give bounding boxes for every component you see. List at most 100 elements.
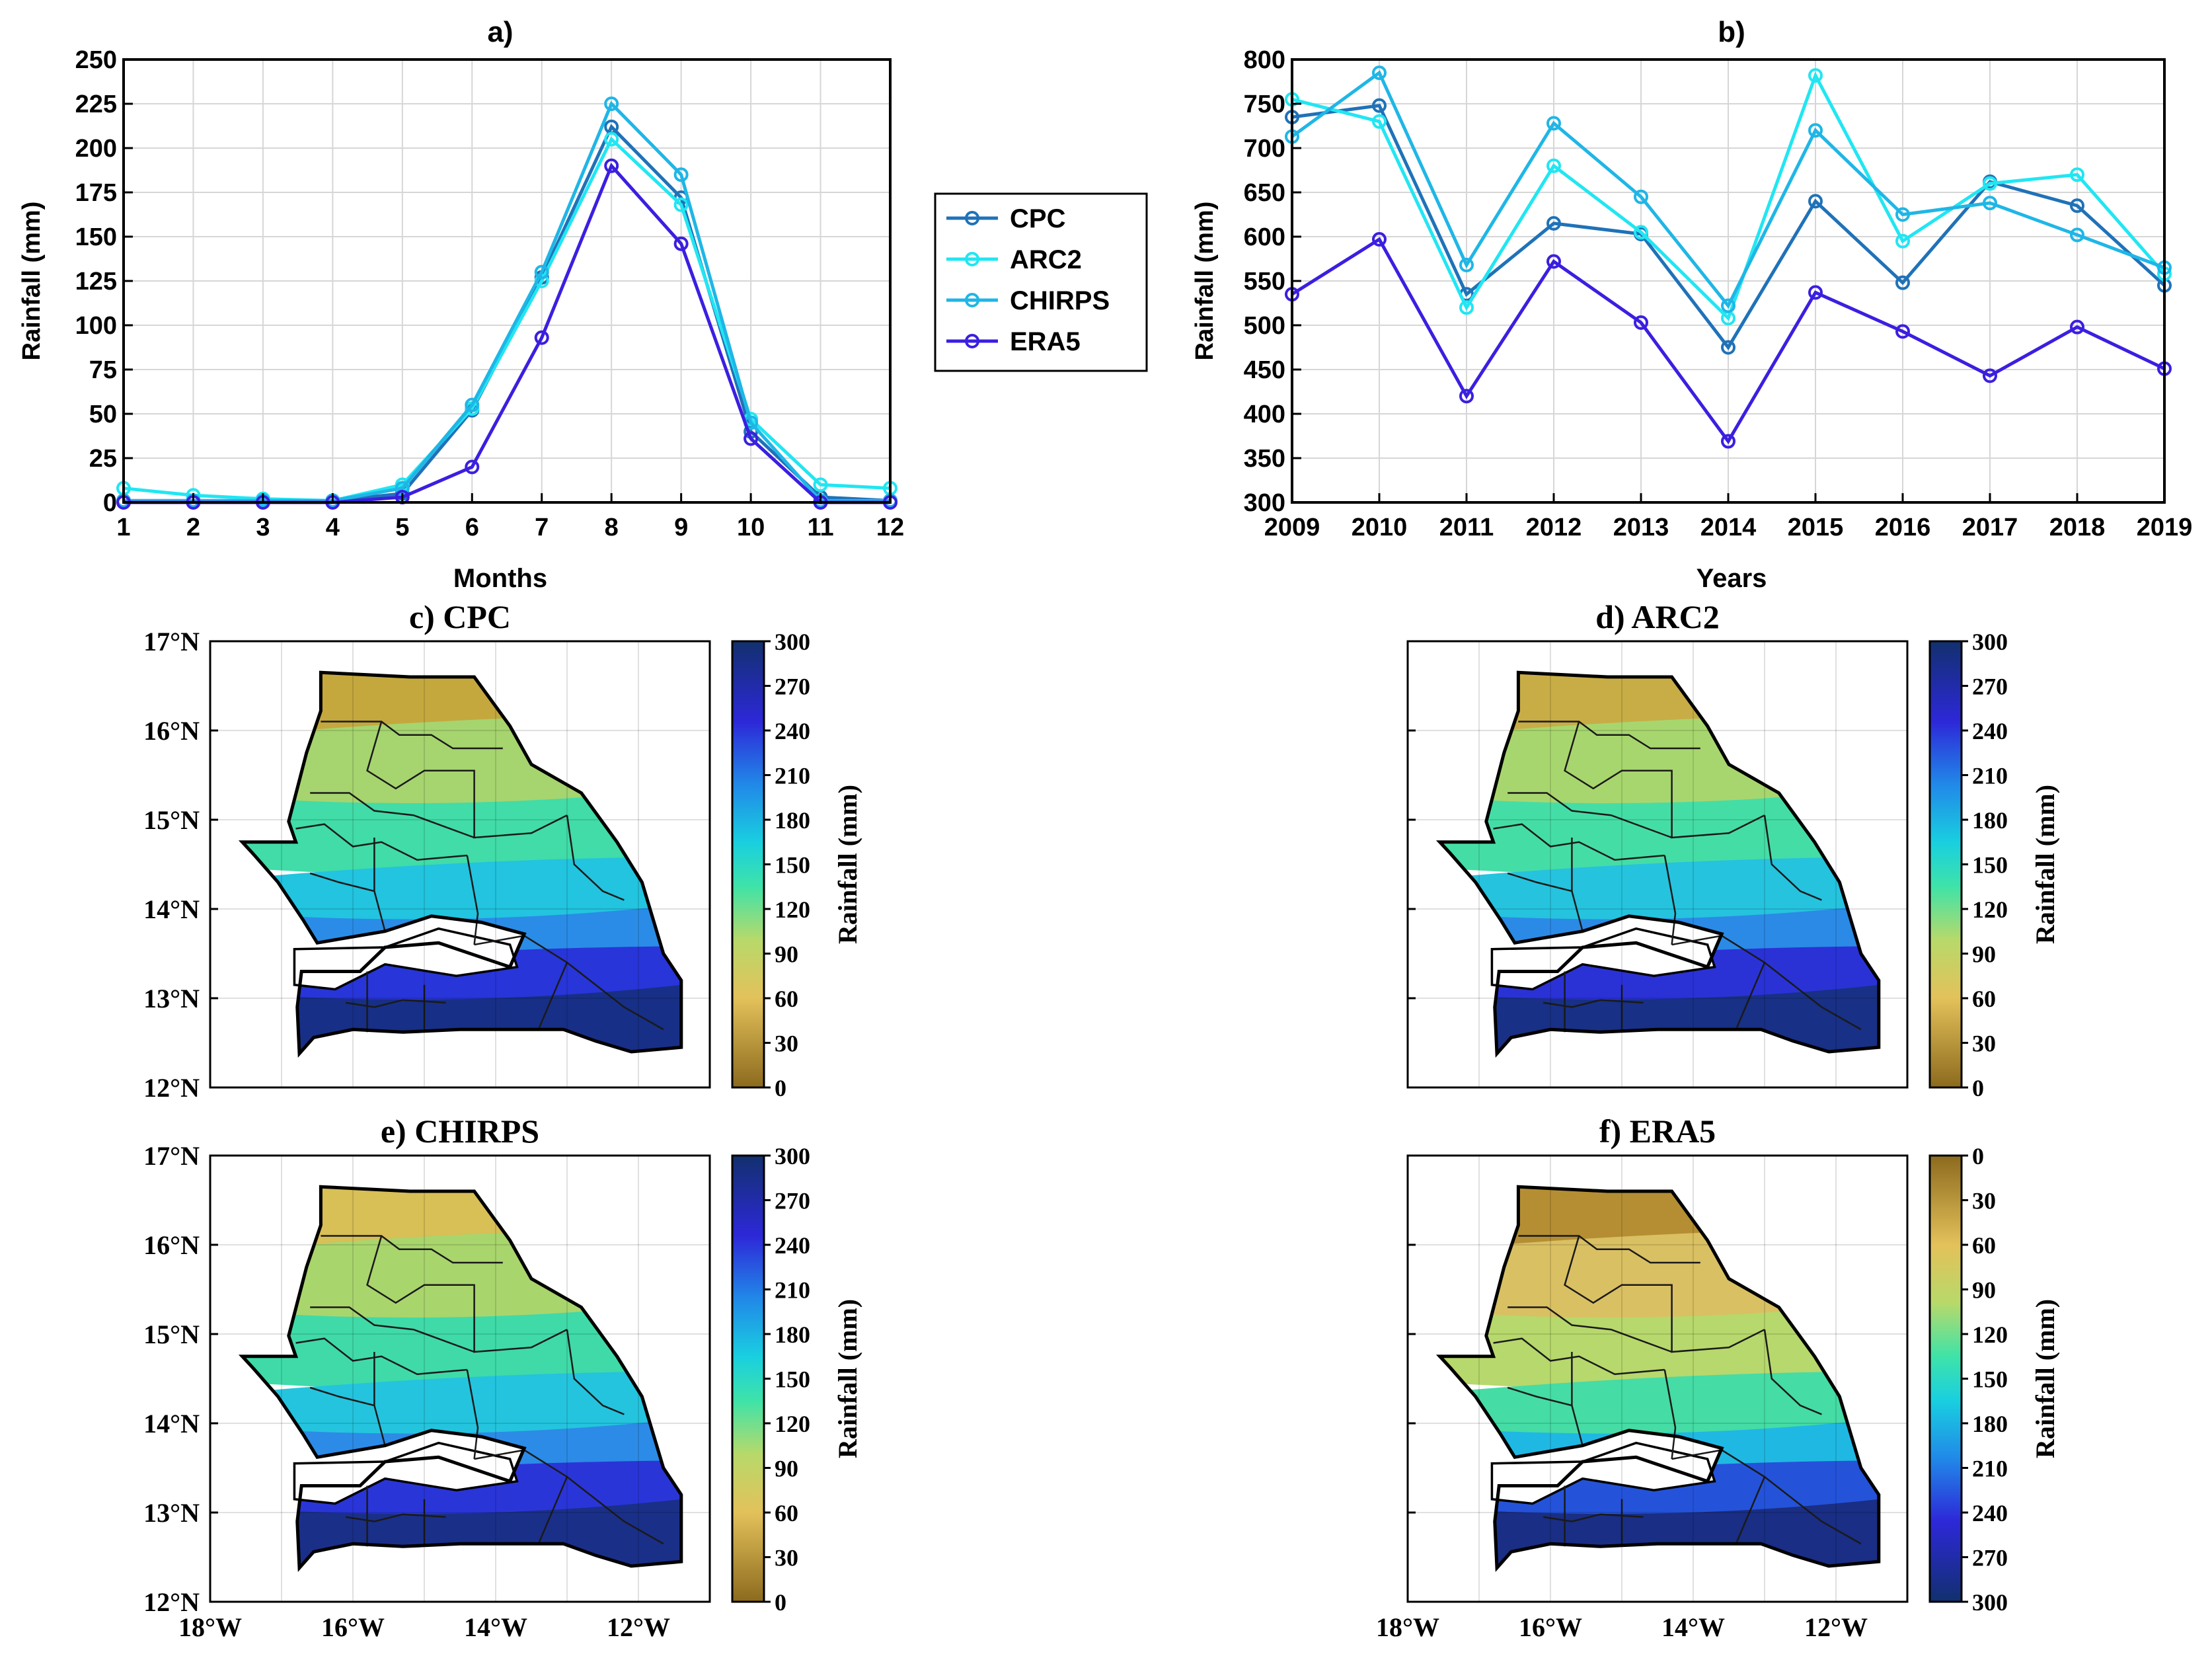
- data-point: [465, 459, 480, 475]
- panel-a-xlabel: Months: [453, 564, 547, 593]
- colorbar-tick-label: 210: [775, 1277, 810, 1304]
- map-frame: [209, 1154, 711, 1603]
- region-border: [1518, 721, 1700, 750]
- map-panels: c) CPC 12°N 13°N 14°N 15°N 16°N 17°N 0 30 60 90 120…: [143, 598, 2060, 1642]
- colorbar-tick-label: 0: [775, 1589, 786, 1616]
- legend-label: CPC: [1010, 204, 1065, 233]
- colorbar-tick-label: 0: [1972, 1075, 1984, 1101]
- lon-tick-label: 14°W: [464, 1612, 527, 1642]
- data-point: [465, 397, 480, 413]
- data-point: [604, 158, 619, 173]
- series-line: [124, 124, 891, 502]
- colorbar-tick-label: 120: [1972, 1321, 2008, 1348]
- region-border: [321, 1235, 503, 1264]
- region-border: [1507, 1306, 1673, 1353]
- data-point: [2070, 167, 2084, 182]
- data-point: [1546, 254, 1561, 269]
- region-border: [346, 1513, 446, 1522]
- region-border: [1671, 1449, 1766, 1544]
- colorbar-label: Rainfall (mm): [2030, 1299, 2060, 1458]
- region-border: [1507, 792, 1673, 839]
- panel-a-xticks: 1 2 3 4 5 6 7 8 9 10 11 12: [116, 493, 904, 541]
- colorbar-tick-label: 210: [1972, 1456, 2008, 1482]
- colorbar-tick-label: 120: [1972, 896, 2008, 923]
- xtick-label: 2012: [1526, 514, 1582, 541]
- region-border: [1507, 872, 1583, 932]
- lon-tick-label: 16°W: [321, 1612, 385, 1642]
- colorbar-tick-label: 270: [775, 674, 810, 700]
- region-border: [1663, 1369, 1677, 1460]
- senegal-outline: [238, 670, 683, 1058]
- colorbar: [1928, 1154, 1963, 1603]
- colorbar-tick-label: 30: [775, 1545, 798, 1571]
- ytick-label: 550: [1244, 268, 1285, 295]
- panel-a-title: a): [487, 16, 513, 48]
- panel-b-annual-chart: b) 300 350 400 450 500 550 600 650 700 750 800 200…: [1191, 16, 2192, 593]
- lat-tick-label: 13°N: [143, 1498, 200, 1528]
- xtick-label: 6: [465, 514, 479, 541]
- panel-a-ylabel: Rainfall (mm): [18, 202, 46, 361]
- legend-marker: [965, 334, 979, 348]
- colorbar-label: Rainfall (mm): [833, 785, 862, 944]
- data-point: [1634, 189, 1648, 204]
- region-border: [309, 1386, 386, 1446]
- series-line: [1291, 237, 2166, 445]
- ytick-label: 800: [1244, 46, 1285, 74]
- colorbar: [731, 1154, 765, 1603]
- ytick-label: 300: [1244, 489, 1285, 517]
- colorbar-tick-label: 90: [775, 941, 798, 968]
- xtick-label: 2011: [1439, 514, 1494, 541]
- colorbar-tick-label: 60: [1972, 986, 1996, 1012]
- xtick-label: 2009: [1264, 514, 1320, 541]
- ytick-label: 100: [75, 312, 117, 340]
- rainfall-field: [1439, 1187, 1879, 1568]
- legend-item-chirps: CHIRPS: [946, 286, 1110, 315]
- data-point: [1546, 158, 1561, 173]
- colorbar-tick-label: 150: [775, 852, 810, 879]
- data-point: [1546, 116, 1561, 131]
- lat-tick-label: 15°N: [143, 1319, 200, 1349]
- lat-tick-label: 12°N: [143, 1073, 200, 1103]
- legend-item-arc2: ARC2: [946, 245, 1082, 274]
- xtick-label: 2019: [2137, 514, 2193, 541]
- region-border: [1543, 999, 1644, 1008]
- xtick-label: 9: [674, 514, 688, 541]
- region-border: [295, 823, 467, 861]
- legend-label: ARC2: [1010, 245, 1082, 274]
- xtick-label: 2015: [1788, 514, 1844, 541]
- region-border: [310, 1306, 475, 1353]
- lat-tick-label: 16°N: [143, 1230, 200, 1260]
- colorbar-tick-label: 300: [1972, 629, 2008, 655]
- series-line: [124, 100, 890, 502]
- lat-tick-label: 17°N: [143, 627, 200, 656]
- data-point: [1459, 300, 1474, 315]
- colorbar-label: Rainfall (mm): [2030, 785, 2060, 944]
- lat-tick-label: 12°N: [143, 1587, 200, 1617]
- legend-marker: [965, 252, 979, 266]
- lon-tick-label: 12°W: [607, 1612, 670, 1642]
- data-point: [673, 236, 689, 251]
- region-border: [1764, 962, 1862, 1031]
- colorbar-tick-label: 210: [1972, 763, 2008, 789]
- region-border: [1493, 1337, 1665, 1376]
- legend-label: ERA5: [1010, 327, 1081, 356]
- ytick-label: 75: [89, 356, 117, 384]
- series-line: [1291, 71, 2166, 321]
- ytick-label: 250: [75, 46, 117, 74]
- data-point: [1808, 194, 1823, 209]
- data-point: [2070, 319, 2084, 335]
- data-point: [1372, 65, 1387, 81]
- legend: CPC ARC2 CHIRPS ERA5: [934, 192, 1148, 372]
- colorbar-tick-label: 150: [1972, 1366, 2008, 1393]
- data-point: [1895, 275, 1910, 290]
- data-point: [2070, 198, 2084, 214]
- region-border: [1518, 1235, 1700, 1264]
- ytick-label: 450: [1244, 356, 1285, 384]
- series-cpc: [116, 119, 897, 508]
- map-panel-f: f) ERA5 18°W 16°W 14°W 12°W 0 30 60 90 120 150 180 2…: [1376, 1113, 2060, 1642]
- data-point: [1634, 225, 1648, 240]
- colorbar-tick-label: 30: [1972, 1031, 1996, 1057]
- lat-tick-label: 16°N: [143, 716, 200, 746]
- ytick-label: 25: [89, 445, 117, 473]
- region-border: [1763, 815, 1822, 901]
